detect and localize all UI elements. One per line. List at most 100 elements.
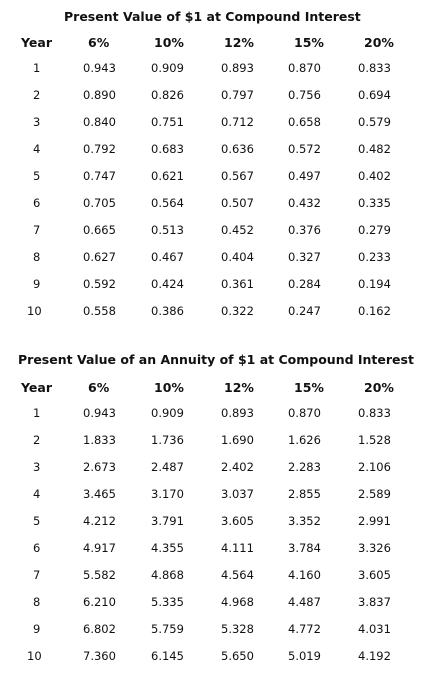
column-header-20-percent: 20%: [364, 34, 394, 50]
rate-20-cell: 0.482: [358, 141, 391, 156]
rate-10-cell: 0.467: [151, 249, 184, 264]
rate-6-cell: 0.840: [83, 114, 116, 129]
rate-15-cell: 0.497: [288, 168, 321, 183]
rate-12-cell: 0.361: [221, 276, 254, 291]
column-header-year: Year: [21, 34, 52, 50]
rate-15-cell: 0.327: [288, 249, 321, 264]
rate-15-cell: 0.376: [288, 222, 321, 237]
rate-15-cell: 4.772: [288, 621, 321, 636]
rate-6-cell: 1.833: [83, 432, 116, 447]
rate-10-cell: 0.564: [151, 195, 184, 210]
column-header-year: Year: [21, 379, 52, 395]
column-header-10-percent: 10%: [154, 34, 184, 50]
rate-6-cell: 0.747: [83, 168, 116, 183]
rate-12-cell: 0.567: [221, 168, 254, 183]
year-cell: 7: [33, 567, 41, 582]
table-body: 1 0.943 0.909 0.893 0.870 0.833 2 0.890 0.826 0.7…: [0, 54, 442, 324]
rate-15-cell: 1.626: [288, 432, 321, 447]
rate-10-cell: 0.826: [151, 87, 184, 102]
table-row: 5 0.747 0.621 0.567 0.497 0.402: [0, 162, 442, 189]
table-row: 6 4.917 4.355 4.111 3.784 3.326: [0, 534, 442, 561]
table-row: 5 4.212 3.791 3.605 3.352 2.991: [0, 507, 442, 534]
table-row: 9 6.802 5.759 5.328 4.772 4.031: [0, 615, 442, 642]
table-row: 3 2.673 2.487 2.402 2.283 2.106: [0, 453, 442, 480]
rate-12-cell: 3.037: [221, 486, 254, 501]
rate-10-cell: 0.513: [151, 222, 184, 237]
rate-20-cell: 1.528: [358, 432, 391, 447]
year-cell: 8: [33, 594, 41, 609]
rate-12-cell: 0.404: [221, 249, 254, 264]
column-header-12-percent: 12%: [224, 379, 254, 395]
rate-15-cell: 2.283: [288, 459, 321, 474]
rate-12-cell: 5.328: [221, 621, 254, 636]
rate-15-cell: 5.019: [288, 648, 321, 663]
table-row: 7 5.582 4.868 4.564 4.160 3.605: [0, 561, 442, 588]
table-row: 1 0.943 0.909 0.893 0.870 0.833: [0, 54, 442, 81]
table-row: 8 0.627 0.467 0.404 0.327 0.233: [0, 243, 442, 270]
table-row: 6 0.705 0.564 0.507 0.432 0.335: [0, 189, 442, 216]
table-row: 8 6.210 5.335 4.968 4.487 3.837: [0, 588, 442, 615]
rate-10-cell: 6.145: [151, 648, 184, 663]
year-cell: 2: [33, 87, 41, 102]
table-row: 10 7.360 6.145 5.650 5.019 4.192: [0, 642, 442, 669]
table-body: 1 0.943 0.909 0.893 0.870 0.833 2 1.833 1.736 1.6…: [0, 399, 442, 669]
rate-6-cell: 2.673: [83, 459, 116, 474]
year-cell: 3: [33, 459, 41, 474]
year-cell: 2: [33, 432, 41, 447]
rate-10-cell: 2.487: [151, 459, 184, 474]
rate-12-cell: 4.111: [221, 540, 254, 555]
rate-15-cell: 4.487: [288, 594, 321, 609]
rate-12-cell: 0.712: [221, 114, 254, 129]
rate-6-cell: 0.665: [83, 222, 116, 237]
rate-12-cell: 0.452: [221, 222, 254, 237]
column-header-15-percent: 15%: [294, 34, 324, 50]
rate-12-cell: 2.402: [221, 459, 254, 474]
year-cell: 8: [33, 249, 41, 264]
rate-6-cell: 0.558: [83, 303, 116, 318]
rate-20-cell: 0.833: [358, 60, 391, 75]
rate-15-cell: 3.352: [288, 513, 321, 528]
rate-12-cell: 5.650: [221, 648, 254, 663]
rate-6-cell: 0.792: [83, 141, 116, 156]
table-row: 3 0.840 0.751 0.712 0.658 0.579: [0, 108, 442, 135]
rate-6-cell: 6.802: [83, 621, 116, 636]
year-cell: 3: [33, 114, 41, 129]
rate-6-cell: 0.627: [83, 249, 116, 264]
rate-6-cell: 4.212: [83, 513, 116, 528]
rate-6-cell: 6.210: [83, 594, 116, 609]
rate-10-cell: 0.909: [151, 405, 184, 420]
year-cell: 7: [33, 222, 41, 237]
rate-12-cell: 4.968: [221, 594, 254, 609]
rate-20-cell: 3.605: [358, 567, 391, 582]
rate-12-cell: 0.636: [221, 141, 254, 156]
header-row: Year 6% 10% 12% 15% 20%: [0, 375, 442, 399]
rate-6-cell: 3.465: [83, 486, 116, 501]
table-row: 7 0.665 0.513 0.452 0.376 0.279: [0, 216, 442, 243]
annuity-table: Year 6% 10% 12% 15% 20% 1 0.943 0.909 0.893…: [0, 375, 442, 669]
year-cell: 4: [33, 141, 41, 156]
rate-20-cell: 0.579: [358, 114, 391, 129]
rate-10-cell: 0.751: [151, 114, 184, 129]
table-row: 4 0.792 0.683 0.636 0.572 0.482: [0, 135, 442, 162]
column-header-12-percent: 12%: [224, 34, 254, 50]
rate-15-cell: 0.247: [288, 303, 321, 318]
rate-12-cell: 0.893: [221, 60, 254, 75]
rate-20-cell: 0.279: [358, 222, 391, 237]
year-cell: 9: [33, 621, 41, 636]
rate-6-cell: 4.917: [83, 540, 116, 555]
rate-12-cell: 3.605: [221, 513, 254, 528]
rate-20-cell: 2.991: [358, 513, 391, 528]
rate-20-cell: 4.192: [358, 648, 391, 663]
present-value-table: Year 6% 10% 12% 15% 20% 1 0.943 0.909 0.893…: [0, 30, 442, 324]
rate-6-cell: 5.582: [83, 567, 116, 582]
rate-10-cell: 0.386: [151, 303, 184, 318]
rate-10-cell: 0.909: [151, 60, 184, 75]
rate-6-cell: 7.360: [83, 648, 116, 663]
rate-15-cell: 3.784: [288, 540, 321, 555]
column-header-6-percent: 6%: [88, 379, 110, 395]
rate-12-cell: 0.893: [221, 405, 254, 420]
table-row: 9 0.592 0.424 0.361 0.284 0.194: [0, 270, 442, 297]
rate-15-cell: 0.432: [288, 195, 321, 210]
rate-10-cell: 0.621: [151, 168, 184, 183]
